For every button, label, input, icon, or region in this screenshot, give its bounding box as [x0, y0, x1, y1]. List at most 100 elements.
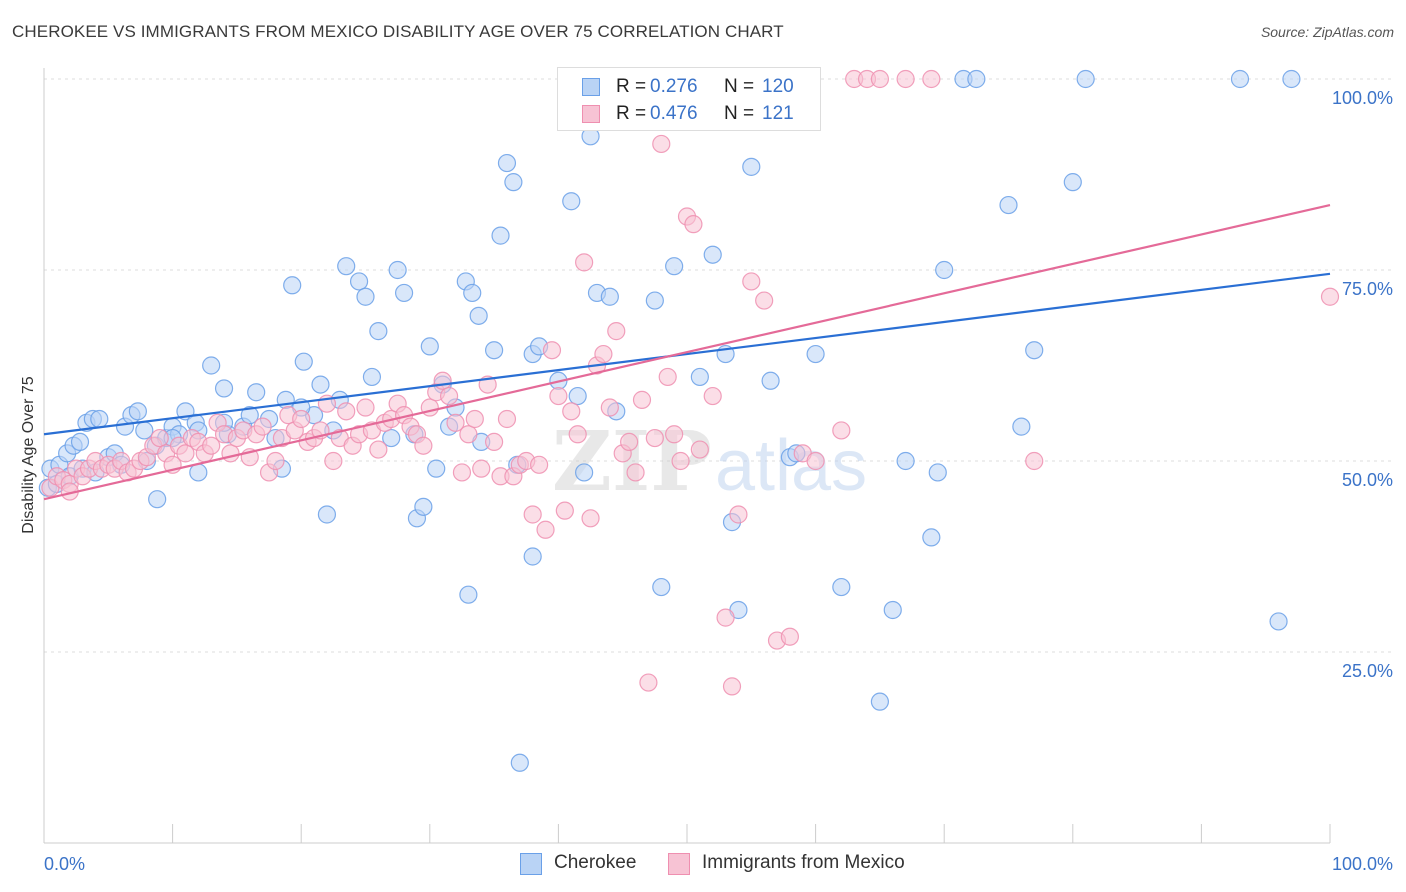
data-point [620, 432, 639, 451]
data-point [716, 608, 735, 627]
data-point [690, 440, 709, 459]
data-point [283, 276, 302, 295]
legend-n-label: N = [724, 76, 755, 97]
data-point [684, 215, 703, 234]
data-point [253, 417, 272, 436]
data-point [337, 402, 356, 421]
data-point [1025, 341, 1044, 360]
y-axis-label: Disability Age Over 75 [20, 376, 37, 534]
data-point [485, 341, 504, 360]
data-point [439, 386, 459, 406]
gridlines [44, 78, 1395, 653]
bottom-legend-swatch-cherokee [520, 853, 542, 875]
legend-n-value: 121 [762, 103, 794, 124]
data-point [414, 436, 433, 455]
data-point [665, 425, 684, 444]
data-point [459, 585, 478, 604]
data-point [463, 283, 482, 303]
data-point [427, 459, 446, 478]
data-point [562, 192, 581, 211]
data-point [176, 444, 195, 463]
data-point [214, 379, 234, 398]
data-point [928, 463, 947, 482]
data-point [292, 409, 311, 429]
data-point [703, 386, 722, 406]
data-point [356, 287, 375, 306]
data-point [202, 436, 221, 455]
data-point [742, 157, 761, 176]
data-point [632, 390, 652, 409]
data-point [414, 497, 433, 516]
data-point [317, 505, 337, 524]
data-point [90, 409, 109, 429]
trend-lines [43, 203, 1331, 501]
data-point [382, 428, 401, 448]
data-point [967, 69, 986, 89]
data-point [446, 413, 465, 432]
data-point [465, 409, 484, 429]
data-point [356, 398, 375, 417]
data-point [388, 260, 407, 280]
data-point [780, 627, 799, 646]
data-point [70, 432, 90, 451]
data-point [575, 253, 594, 272]
data-point [870, 692, 890, 711]
data-point [568, 425, 587, 444]
data-point [832, 577, 851, 597]
data-point [247, 383, 266, 402]
data-point [394, 283, 414, 303]
data-point [671, 451, 690, 471]
data-point [665, 257, 684, 276]
y-tick-labels: 25.0% 50.0% 75.0% 100.0% [1332, 88, 1393, 681]
chart-source: Source: ZipAtlas.com [1260, 24, 1394, 40]
data-point [645, 291, 664, 310]
y-tick-label: 75.0% [1342, 279, 1393, 299]
data-point [536, 520, 555, 539]
data-point [922, 69, 941, 89]
data-point [504, 173, 523, 192]
data-point [469, 306, 488, 325]
legend-r-label: R = [616, 76, 647, 97]
data-point [581, 509, 600, 528]
legend-swatch-cherokee [582, 78, 600, 96]
data-point [266, 451, 285, 471]
data-point [452, 463, 472, 482]
data-point [1076, 69, 1095, 89]
data-point [1025, 451, 1044, 471]
data-point [832, 421, 851, 440]
data-point [870, 69, 890, 89]
data-point [690, 367, 709, 387]
data-point [575, 463, 594, 482]
data-point [645, 428, 664, 448]
data-point [1269, 612, 1288, 631]
data-point [555, 501, 574, 520]
data-point [148, 490, 167, 509]
legend-r-label: R = [616, 103, 647, 124]
data-point [652, 134, 671, 154]
data-point [433, 371, 452, 390]
data-point [1282, 69, 1301, 89]
data-point [202, 356, 221, 375]
y-tick-label: 50.0% [1342, 470, 1393, 490]
bottom-legend-label-mexico: Immigrants from Mexico [702, 852, 905, 873]
data-point [485, 432, 504, 451]
data-point [549, 386, 568, 406]
data-point [523, 547, 542, 566]
data-point [472, 459, 491, 478]
data-point [420, 337, 439, 356]
y-tick-label: 25.0% [1342, 661, 1393, 681]
data-point [600, 287, 619, 306]
data-point [742, 272, 761, 291]
x-tick-label-min: 0.0% [44, 854, 85, 874]
legend-r-value: 0.476 [650, 103, 698, 124]
x-ticks [43, 824, 1331, 843]
data-point [607, 322, 626, 341]
data-point [523, 505, 542, 524]
chart-title: CHEROKEE VS IMMIGRANTS FROM MEXICO DISAB… [12, 22, 784, 41]
data-point [369, 440, 388, 459]
legend-n-label: N = [724, 103, 755, 124]
x-tick-label-max: 100.0% [1332, 854, 1393, 874]
data-point [639, 673, 658, 692]
data-point [722, 677, 742, 696]
